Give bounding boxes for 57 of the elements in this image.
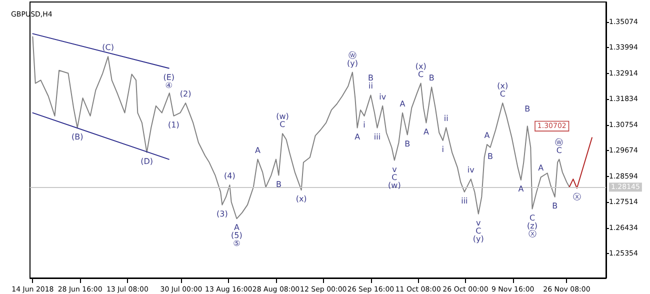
annotation: (3): [216, 209, 228, 218]
annotation: ⓦ: [348, 50, 356, 60]
annotation: (w): [276, 112, 289, 122]
annotation: C: [280, 120, 286, 130]
annotation: (5): [231, 231, 242, 240]
annotation: ii: [368, 82, 373, 91]
annotation: (y): [346, 58, 358, 68]
annotation: A: [518, 184, 524, 194]
annotation: ⓦ: [555, 138, 564, 147]
annotation: (x): [296, 194, 307, 204]
annotation: v: [476, 218, 482, 228]
annotation: i: [442, 144, 444, 154]
annotation: (1): [168, 120, 180, 130]
annotation: A: [538, 164, 544, 173]
annotation: ④: [165, 80, 172, 90]
annotation: ⓧ: [572, 192, 581, 202]
annotation: B: [524, 104, 530, 114]
annotation: (4): [224, 172, 236, 181]
annotation: (x): [497, 82, 508, 91]
annotation: B: [488, 152, 494, 161]
annotation: (y): [472, 234, 484, 244]
annotation: A: [400, 99, 406, 108]
annotation: A: [354, 132, 361, 142]
annotation: (w): [388, 180, 401, 190]
annotation: C: [392, 172, 398, 182]
annotation: A: [484, 131, 490, 140]
annotation: ⓧ: [528, 229, 536, 238]
line-series: [32, 36, 570, 220]
annotation: (C): [102, 43, 114, 52]
annotation: (2): [180, 90, 192, 99]
annotation: C: [500, 90, 506, 99]
annotation: C: [529, 213, 536, 222]
annotation: ii: [444, 114, 448, 124]
annotation: B: [428, 74, 434, 83]
annotation: A: [254, 146, 261, 155]
annotation: i: [363, 120, 366, 130]
annotation: iv: [467, 166, 475, 175]
annotation: ⑤: [233, 239, 240, 248]
annotation: A: [423, 127, 430, 136]
annotation: B: [368, 74, 374, 83]
annotation: B: [404, 139, 410, 148]
annotation: B: [552, 201, 558, 210]
annotation: C: [476, 226, 482, 236]
line-series: [568, 137, 593, 189]
annotation: (x): [415, 62, 426, 71]
annotation: A: [234, 223, 240, 232]
annotation: iv: [379, 92, 386, 102]
annotation: (B): [72, 132, 84, 142]
annotation: (D): [140, 156, 154, 166]
annotation: B: [276, 180, 282, 189]
annotation: C: [556, 146, 562, 155]
annotation: iii: [374, 132, 381, 142]
annotation: (E): [163, 72, 175, 82]
annotation: iii: [461, 196, 468, 206]
annotation: C: [418, 70, 424, 79]
annotation: (z): [527, 221, 538, 230]
annotation: v: [392, 164, 398, 174]
